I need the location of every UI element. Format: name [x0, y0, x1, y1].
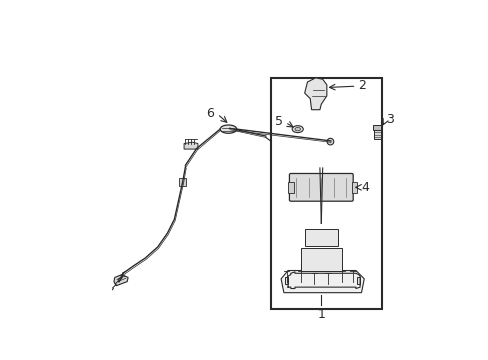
Bar	[287, 182, 293, 193]
Ellipse shape	[292, 126, 303, 132]
Polygon shape	[285, 278, 287, 284]
Bar	[372, 125, 381, 130]
Ellipse shape	[220, 125, 236, 133]
Text: 1: 1	[317, 308, 325, 321]
Text: 5: 5	[274, 115, 283, 128]
FancyBboxPatch shape	[289, 174, 352, 201]
Text: 3: 3	[385, 113, 393, 126]
Ellipse shape	[294, 127, 300, 131]
Text: 2: 2	[357, 79, 365, 92]
Bar	[300, 248, 342, 270]
Polygon shape	[357, 278, 359, 284]
Polygon shape	[281, 270, 364, 293]
Bar	[351, 182, 357, 193]
Text: 4: 4	[361, 181, 368, 194]
Text: 6: 6	[205, 107, 213, 120]
Circle shape	[326, 138, 333, 145]
Bar	[373, 127, 380, 139]
Polygon shape	[304, 78, 326, 110]
Bar	[304, 229, 337, 246]
Polygon shape	[183, 142, 198, 149]
Bar	[179, 177, 185, 186]
Bar	[271, 78, 382, 309]
Polygon shape	[114, 275, 128, 286]
